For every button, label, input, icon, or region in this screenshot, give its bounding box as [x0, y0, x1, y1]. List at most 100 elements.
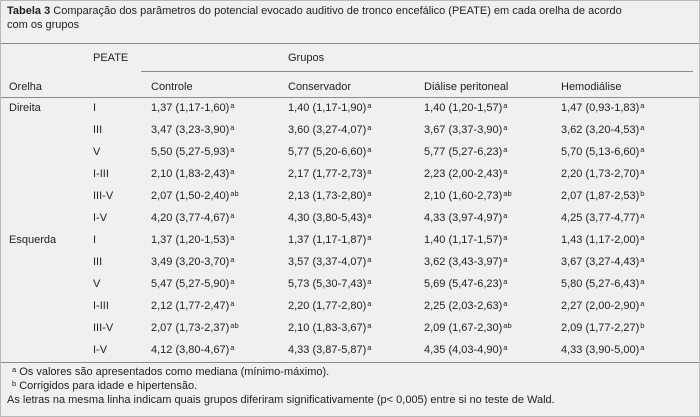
cell-value: 2,25 (2,03-2,63)	[424, 300, 503, 312]
cell-superscript: a	[367, 123, 372, 132]
cell-value: 1,37 (1,17-1,60)	[151, 102, 230, 114]
cell: 2,09 (1,67-2,30)ab	[424, 321, 512, 335]
column-header: Conservador	[288, 81, 351, 93]
footnote-text: Os valores são apresentados como mediana…	[19, 366, 330, 378]
cell-value: 3,47 (3,23-3,90)	[151, 124, 230, 136]
cell-superscript: a	[503, 277, 508, 286]
cell-superscript: a	[640, 343, 645, 352]
cell-value: 5,50 (5,27-5,93)	[151, 146, 230, 158]
cell-value: 5,77 (5,20-6,60)	[288, 146, 367, 158]
cell: 2,23 (2,00-2,43)a	[424, 167, 508, 181]
cell: 2,20 (1,77-2,80)a	[288, 299, 371, 313]
cell: 1,40 (1,20-1,57)a	[424, 101, 508, 115]
cell: 4,33 (3,90-5,00)a	[561, 343, 645, 357]
cell: 5,70 (5,13-6,60)a	[561, 145, 645, 159]
cell-superscript: a	[367, 167, 372, 176]
header-grupos: Grupos	[288, 52, 325, 64]
title-text: com os grupos	[7, 19, 80, 31]
header-peate: PEATE	[93, 52, 129, 64]
cell-value: 3,62 (3,43-3,97)	[424, 256, 503, 268]
footnote-text: As letras na mesma linha indicam quais g…	[7, 394, 555, 406]
title-text: Comparação dos parâmetros do potencial e…	[53, 5, 622, 17]
cell-superscript: a	[640, 277, 645, 286]
cell: 3,67 (3,37-3,90)a	[424, 123, 507, 137]
footnote: a Os valores são apresentados como media…	[11, 365, 330, 379]
cell: 2,25 (2,03-2,63)a	[424, 299, 508, 313]
cell-superscript: a	[367, 145, 372, 154]
cell-superscript: a	[640, 299, 645, 308]
column-header: Diálise peritoneal	[424, 81, 509, 93]
cell-value: 2,17 (1,77-2,73)	[288, 168, 367, 180]
cell-superscript: b	[640, 321, 645, 330]
cell-superscript: a	[503, 233, 508, 242]
cell-superscript: a	[230, 123, 235, 132]
cell-superscript: a	[367, 255, 372, 264]
cell-value: 4,33 (3,87-5,87)	[288, 344, 367, 356]
cell-value: 3,57 (3,37-4,07)	[288, 256, 367, 268]
footnote: As letras na mesma linha indicam quais g…	[7, 394, 555, 407]
cell-superscript: a	[230, 299, 235, 308]
cell-value: 5,73 (5,30-7,43)	[288, 278, 367, 290]
cell: 3,60 (3,27-4,07)a	[288, 123, 372, 137]
cell-superscript: a	[503, 255, 508, 264]
cell-superscript: a	[503, 167, 508, 176]
cell-superscript: a	[230, 211, 235, 220]
cell-superscript: a	[367, 101, 372, 110]
cell: 1,37 (1,17-1,60)a	[151, 101, 235, 115]
rule	[1, 97, 699, 98]
cell-value: 2,10 (1,83-3,67)	[288, 322, 367, 334]
measure-label: III	[93, 124, 103, 136]
cell: 5,73 (5,30-7,43)a	[288, 277, 371, 291]
rule	[1, 43, 699, 44]
cell-superscript: a	[367, 233, 372, 242]
cell-value: 1,37 (1,20-1,53)	[151, 234, 230, 246]
cell: 4,33 (3,87-5,87)a	[288, 343, 372, 357]
cell: 3,62 (3,20-4,53)a	[561, 123, 644, 137]
cell-value: 4,30 (3,80-5,43)	[288, 212, 367, 224]
measure-label: III-V	[93, 190, 114, 202]
cell: 2,13 (1,73-2,80)a	[288, 189, 372, 203]
cell-superscript: a	[367, 189, 372, 198]
cell-superscript: a	[503, 101, 508, 110]
rule	[141, 71, 693, 72]
cell-superscript: a	[367, 343, 372, 352]
cell-superscript: a	[640, 145, 645, 154]
cell-value: 2,07 (1,73-2,37)	[151, 322, 230, 334]
cell: 1,37 (1,17-1,87)a	[288, 233, 372, 247]
cell-value: 2,20 (1,73-2,70)	[561, 168, 640, 180]
ear-label: Direita	[9, 102, 41, 114]
cell-value: 3,62 (3,20-4,53)	[561, 124, 640, 136]
cell-superscript: a	[367, 321, 372, 330]
column-header: Controle	[151, 81, 193, 93]
cell-superscript: a	[503, 211, 508, 220]
cell-value: 4,12 (3,80-4,67)	[151, 344, 230, 356]
cell-superscript: a	[640, 167, 645, 176]
title-label: Tabela 3	[7, 5, 51, 17]
cell-superscript: a	[503, 299, 508, 308]
cell: 1,47 (0,93-1,83)a	[561, 101, 644, 115]
cell-value: 4,20 (3,77-4,67)	[151, 212, 230, 224]
cell: 5,50 (5,27-5,93)a	[151, 145, 234, 159]
cell-value: 2,10 (1,60-2,73)	[424, 190, 503, 202]
cell-value: 3,49 (3,20-3,70)	[151, 256, 230, 268]
cell: 3,57 (3,37-4,07)a	[288, 255, 372, 269]
cell: 2,12 (1,77-2,47)a	[151, 299, 235, 313]
cell-value: 5,77 (5,27-6,23)	[424, 146, 503, 158]
cell-superscript: ab	[503, 321, 512, 330]
cell-superscript: a	[640, 233, 645, 242]
cell-superscript: a	[230, 101, 235, 110]
footnote-marker: a	[12, 365, 17, 374]
measure-label: III	[93, 256, 103, 268]
cell-value: 2,07 (1,50-2,40)	[151, 190, 230, 202]
cell: 2,10 (1,83-3,67)a	[288, 321, 372, 335]
cell: 5,47 (5,27-5,90)a	[151, 277, 234, 291]
cell-superscript: a	[503, 343, 508, 352]
cell-superscript: a	[230, 343, 235, 352]
cell: 3,62 (3,43-3,97)a	[424, 255, 508, 269]
cell: 2,07 (1,50-2,40)ab	[151, 189, 239, 203]
cell: 2,20 (1,73-2,70)a	[561, 167, 645, 181]
footnote: b Corrigidos para idade e hipertensão.	[11, 379, 197, 393]
cell: 2,07 (1,87-2,53)b	[561, 189, 644, 203]
cell-value: 2,23 (2,00-2,43)	[424, 168, 503, 180]
cell-value: 2,13 (1,73-2,80)	[288, 190, 367, 202]
